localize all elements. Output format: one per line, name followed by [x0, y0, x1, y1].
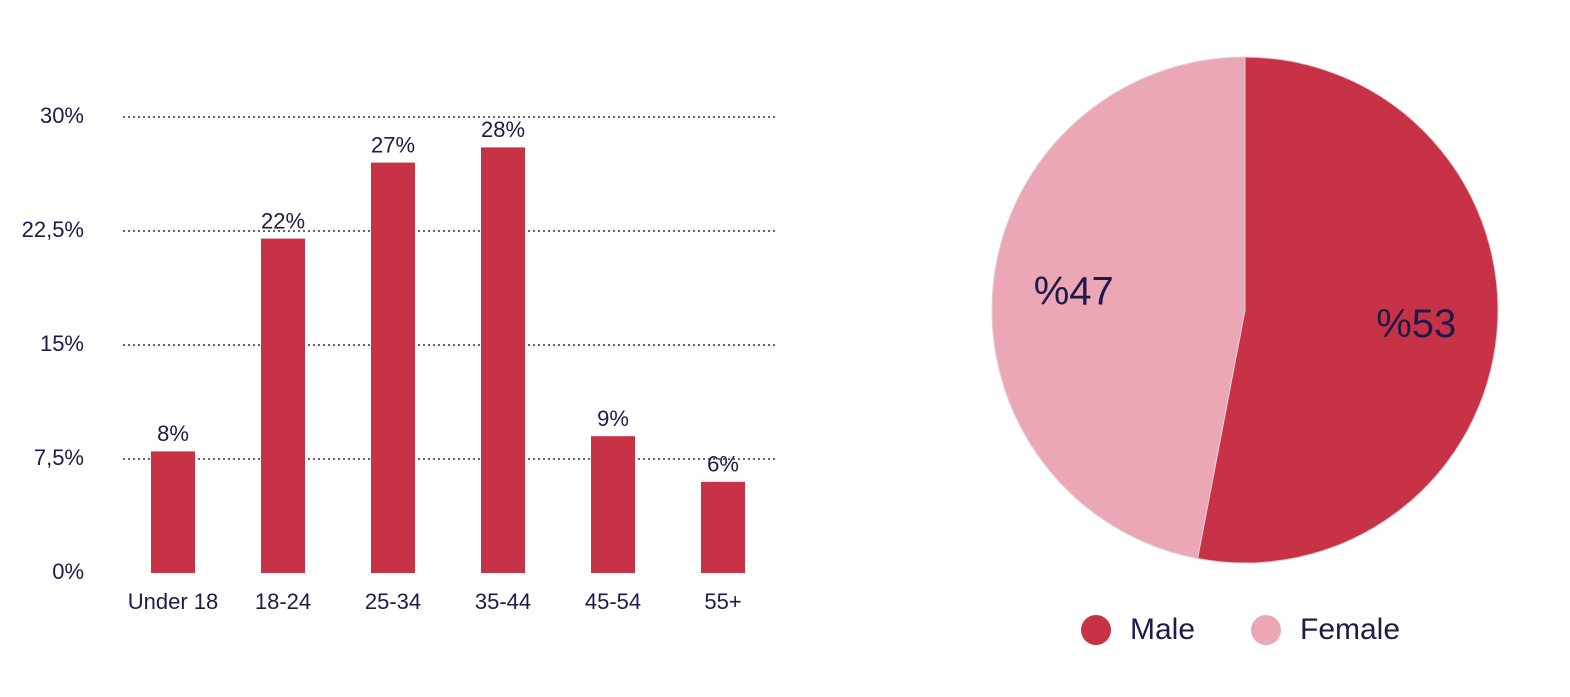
data-label: 9%: [597, 406, 629, 431]
bar: [701, 481, 745, 573]
bar: [481, 147, 525, 573]
data-label: %47: [1034, 269, 1114, 313]
y-tick-label: 22,5%: [22, 217, 84, 242]
x-tick-label: 18-24: [255, 589, 311, 614]
x-tick-label: 35-44: [475, 589, 531, 614]
y-tick-label: 15%: [40, 331, 84, 356]
y-tick-label: 7,5%: [34, 445, 84, 470]
data-label: 27%: [371, 132, 415, 157]
bar: [371, 162, 415, 573]
data-label: %53: [1376, 302, 1456, 346]
legend-label: Male: [1130, 613, 1195, 646]
data-label: 6%: [707, 452, 739, 477]
bar: [151, 451, 195, 573]
legend-label: Female: [1300, 613, 1400, 646]
legend-marker: [1081, 615, 1111, 645]
pie-slice: [1197, 56, 1499, 564]
bar: [591, 436, 635, 573]
x-tick-label: 25-34: [365, 589, 421, 614]
data-label: 28%: [481, 117, 525, 142]
x-tick-label: Under 18: [128, 589, 219, 614]
x-tick-label: 45-54: [585, 589, 641, 614]
pie-slice: [991, 56, 1246, 560]
y-tick-label: 0%: [52, 559, 84, 584]
x-tick-label: 55+: [704, 589, 741, 614]
data-label: 22%: [261, 208, 305, 233]
y-tick-label: 30%: [40, 103, 84, 128]
legend-marker: [1251, 615, 1281, 645]
data-label: 8%: [157, 421, 189, 446]
bar: [261, 238, 305, 573]
